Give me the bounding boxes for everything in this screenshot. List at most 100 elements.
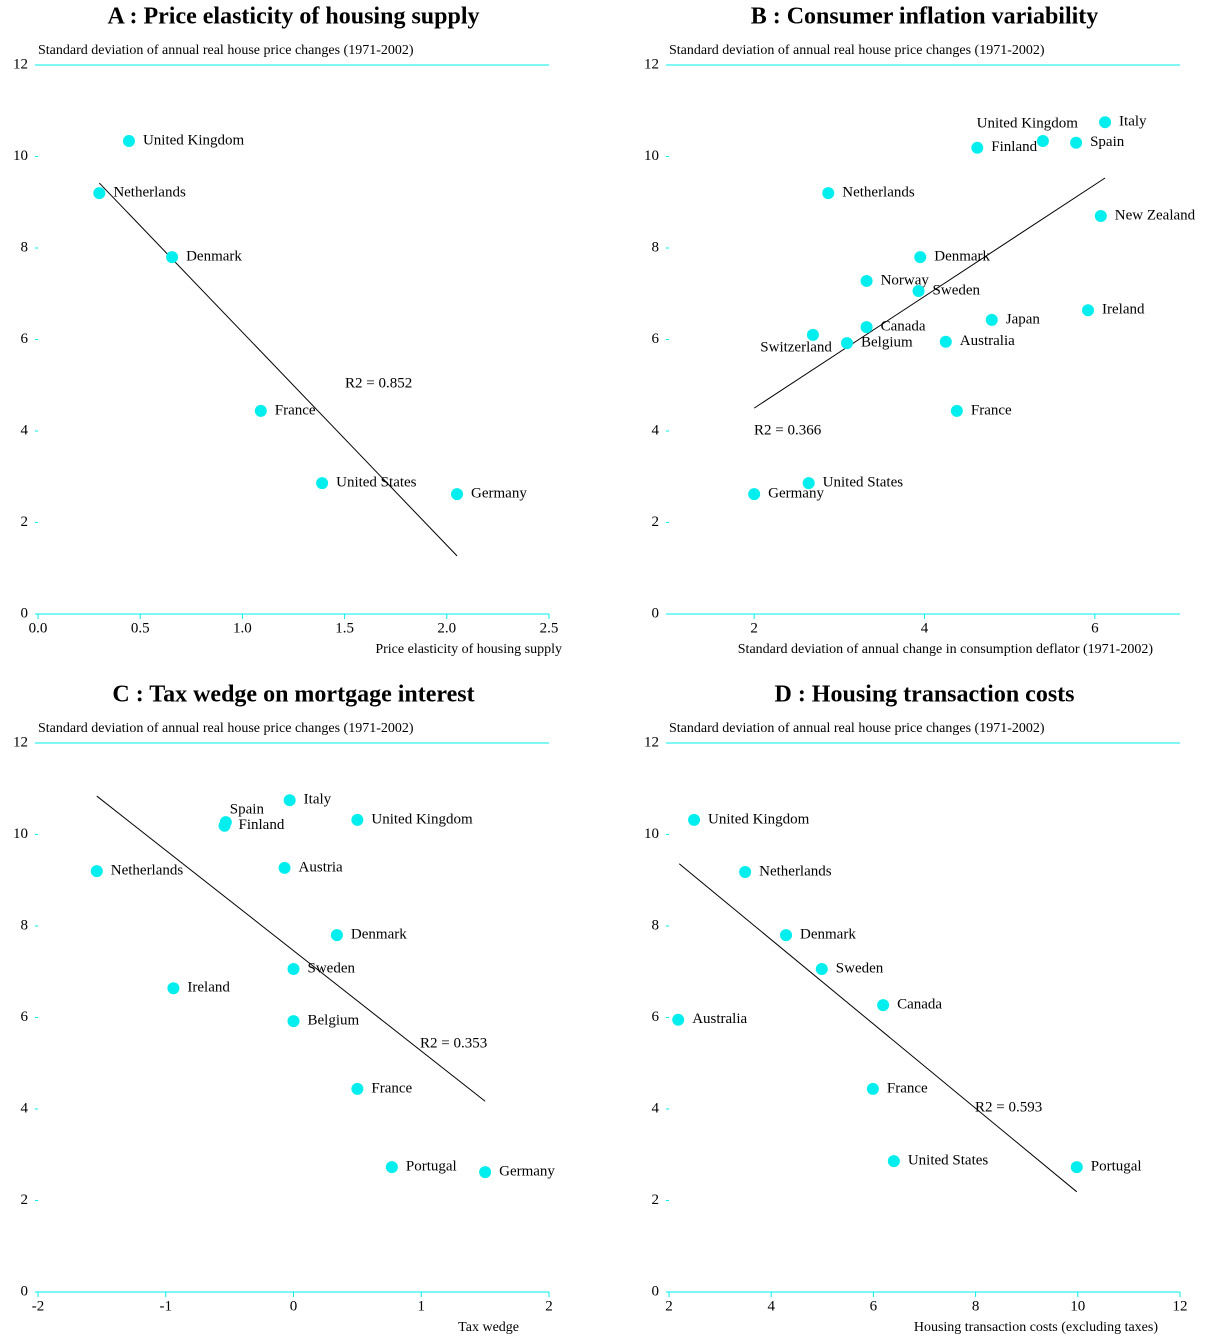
y-tick-label: 6: [21, 331, 29, 347]
x-tick-label: 12: [1173, 1298, 1188, 1314]
point-label: Australia: [960, 333, 1015, 349]
y-tick-label: 12: [13, 56, 28, 72]
x-tick-label: 2.5: [540, 620, 559, 636]
x-tick-label: -2: [32, 1298, 45, 1314]
point-label: United Kingdom: [371, 811, 473, 827]
y-tick-label: 4: [21, 1100, 29, 1116]
x-tick-label: 0.0: [29, 620, 48, 636]
y-tick-label: 10: [644, 826, 659, 842]
y-axis-label: Standard deviation of annual real house …: [669, 43, 1045, 58]
x-tick-label: 4: [921, 620, 929, 636]
y-tick-label: 8: [21, 239, 29, 255]
point-label: Belgium: [861, 335, 913, 351]
point: [93, 187, 106, 200]
chart-title: C : Tax wedge on mortgage interest: [112, 682, 474, 708]
x-tick-label: 2.0: [437, 620, 456, 636]
point-label: Finland: [991, 139, 1037, 155]
regression-line: [753, 177, 1106, 409]
x-tick-label: 2: [665, 1298, 673, 1314]
point-label: France: [971, 402, 1012, 418]
point: [806, 328, 819, 341]
point-label: Finland: [239, 817, 285, 833]
point-label: Portugal: [406, 1159, 457, 1175]
point: [351, 1082, 364, 1095]
point: [287, 963, 300, 976]
y-tick-label: 12: [13, 734, 28, 750]
point: [887, 1155, 900, 1168]
annotation: R2 = 0.366: [754, 422, 822, 438]
point: [840, 337, 853, 350]
point: [90, 865, 103, 878]
point: [278, 861, 291, 874]
x-tick-label: 8: [972, 1298, 980, 1314]
point-label: Sweden: [836, 960, 884, 976]
point-label: Spain: [230, 802, 265, 818]
y-tick-label: 0: [652, 605, 660, 621]
point: [167, 982, 180, 995]
x-axis-label: Standard deviation of annual change in c…: [738, 642, 1154, 657]
point-label: Canada: [881, 319, 926, 335]
point: [822, 187, 835, 200]
point-label: Ireland: [187, 980, 230, 996]
x-tick-label: 1.0: [233, 620, 252, 636]
y-axis-label: Standard deviation of annual real house …: [38, 721, 414, 736]
point-label: Germany: [499, 1164, 555, 1180]
point: [877, 999, 890, 1012]
point-label: Switzerland: [760, 339, 832, 355]
x-tick-label: 2: [545, 1298, 553, 1314]
regression-line: [678, 863, 1078, 1193]
point-label: Netherlands: [113, 185, 186, 201]
point: [912, 285, 925, 298]
point: [166, 251, 179, 264]
point-label: Netherlands: [111, 863, 184, 879]
y-tick-label: 0: [21, 605, 29, 621]
point-label: Italy: [304, 792, 332, 808]
y-tick-label: 6: [652, 331, 660, 347]
x-tick-label: 2: [750, 620, 758, 636]
point: [218, 819, 231, 832]
point-label: Austria: [299, 859, 344, 875]
point: [672, 1013, 685, 1026]
x-axis-label: Tax wedge: [458, 1320, 519, 1335]
y-tick-label: 0: [21, 1283, 29, 1299]
y-tick-label: 10: [644, 148, 659, 164]
point-label: France: [371, 1080, 412, 1096]
point-label: Spain: [1090, 134, 1125, 150]
y-tick-label: 2: [652, 514, 660, 530]
y-axis-label: Standard deviation of annual real house …: [38, 43, 414, 58]
y-tick-label: 8: [21, 917, 29, 933]
point-label: Italy: [1119, 114, 1147, 130]
y-tick-label: 12: [644, 56, 659, 72]
x-tick-label: 0: [290, 1298, 298, 1314]
y-tick-label: 6: [21, 1009, 29, 1025]
x-tick-label: 6: [1091, 620, 1099, 636]
point-label: France: [887, 1080, 928, 1096]
point: [1070, 136, 1083, 149]
point: [985, 313, 998, 326]
annotation: R2 = 0.353: [420, 1035, 487, 1051]
y-tick-label: 10: [13, 148, 28, 164]
point: [780, 929, 793, 942]
annotation: R2 = 0.593: [975, 1099, 1042, 1115]
point-label: Germany: [471, 486, 527, 502]
point-label: Ireland: [1102, 302, 1145, 318]
point-label: United Kingdom: [143, 132, 245, 148]
point: [860, 321, 873, 334]
point-label: New Zealand: [1115, 207, 1196, 223]
y-tick-label: 8: [652, 239, 660, 255]
point-label: Norway: [881, 272, 930, 288]
point-label: United States: [336, 475, 417, 491]
point: [1082, 304, 1095, 317]
point-label: Netherlands: [759, 863, 832, 879]
y-axis-label: Standard deviation of annual real house …: [669, 721, 1045, 736]
x-tick-label: 0.5: [131, 620, 150, 636]
x-tick-label: 1.5: [335, 620, 354, 636]
y-tick-label: 10: [13, 826, 28, 842]
point: [351, 813, 364, 826]
point: [1094, 209, 1107, 222]
point: [330, 929, 343, 942]
point-label: Denmark: [800, 927, 856, 943]
point: [950, 404, 963, 417]
point-label: Denmark: [186, 249, 242, 265]
